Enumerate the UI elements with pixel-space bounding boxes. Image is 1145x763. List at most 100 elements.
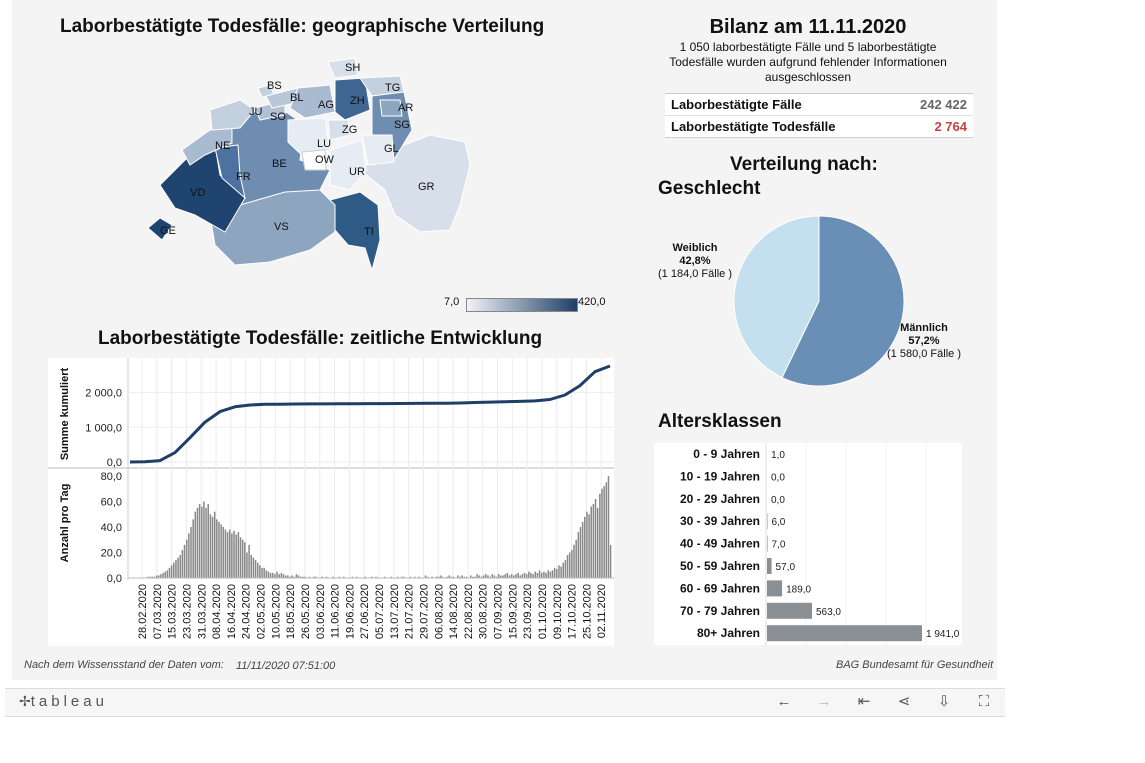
age-value-label: 57,0 bbox=[776, 562, 796, 573]
age-category-label: 60 - 69 Jahren bbox=[680, 581, 760, 595]
daily-bar bbox=[170, 565, 173, 578]
canton-GE[interactable] bbox=[147, 217, 173, 241]
daily-bar bbox=[463, 576, 466, 578]
daily-bar bbox=[474, 576, 476, 578]
canton-SH[interactable] bbox=[327, 57, 359, 79]
daily-bar bbox=[500, 575, 502, 578]
canton-TI[interactable] bbox=[329, 191, 381, 272]
daily-bar bbox=[588, 514, 590, 578]
daily-bar bbox=[338, 576, 341, 578]
age-value-label: 6,0 bbox=[771, 517, 785, 528]
x-tick-label: 19.06.2020 bbox=[344, 584, 356, 639]
daily-bar bbox=[579, 527, 582, 578]
daily-bar bbox=[584, 516, 586, 578]
daily-bar bbox=[568, 552, 571, 578]
age-category-label: 70 - 79 Jahren bbox=[680, 604, 760, 618]
canton-OW[interactable] bbox=[301, 149, 327, 171]
daily-bar bbox=[476, 574, 478, 578]
download-icon[interactable]: ⇩ bbox=[937, 693, 951, 710]
x-tick-label: 22.08.2020 bbox=[463, 584, 475, 639]
revert-icon[interactable]: ⇤ bbox=[857, 693, 871, 710]
canton-JU[interactable] bbox=[209, 99, 256, 131]
summary-title: Bilanz am 11.11.2020 bbox=[709, 16, 907, 38]
male-name: Männlich bbox=[900, 322, 948, 334]
canton-ZG[interactable] bbox=[327, 119, 351, 141]
age-value-label: 563,0 bbox=[816, 607, 841, 618]
map-label-UR: UR bbox=[349, 166, 365, 178]
daily-bar bbox=[401, 576, 403, 578]
daily-bar bbox=[581, 521, 584, 578]
daily-bar bbox=[175, 560, 177, 578]
daily-bar bbox=[295, 574, 298, 578]
daily-bar bbox=[502, 575, 504, 578]
x-tick-label: 27.06.2020 bbox=[359, 584, 371, 639]
daily-bar bbox=[482, 575, 485, 578]
canton-AR[interactable] bbox=[379, 99, 403, 117]
canton-GL[interactable] bbox=[361, 134, 395, 166]
x-tick-label: 09.10.2020 bbox=[552, 584, 564, 639]
daily-bar bbox=[521, 574, 524, 578]
daily-bar bbox=[287, 575, 289, 578]
daily-bar bbox=[162, 572, 164, 578]
daily-bar bbox=[304, 576, 306, 578]
canton-UR[interactable] bbox=[329, 139, 367, 191]
switzerland-map[interactable] bbox=[142, 52, 502, 282]
age-bar-chart[interactable]: 0 - 9 Jahren 1,0 10 - 19 Jahren 0,0 20 - 29 … bbox=[654, 443, 962, 645]
gender-title: Geschlecht bbox=[658, 178, 761, 199]
x-tick-label: 05.07.2020 bbox=[374, 584, 386, 639]
daily-tick-label: 80,0 bbox=[101, 471, 122, 483]
x-tick-label: 21.07.2020 bbox=[404, 584, 416, 639]
daily-bar bbox=[274, 574, 276, 578]
daily-bar bbox=[284, 575, 287, 578]
tableau-logo[interactable]: ✢tableau bbox=[19, 693, 108, 710]
redo-icon[interactable]: → bbox=[816, 693, 832, 710]
daily-bar bbox=[599, 493, 601, 578]
map-label-GL: GL bbox=[384, 143, 399, 155]
daily-bar bbox=[515, 574, 517, 578]
map-label-BS: BS bbox=[267, 80, 282, 92]
daily-bar bbox=[155, 575, 158, 578]
daily-bar bbox=[553, 567, 556, 578]
daily-bar bbox=[487, 575, 489, 578]
daily-bar bbox=[207, 504, 209, 578]
map-label-JU: JU bbox=[249, 106, 263, 118]
daily-bar bbox=[446, 576, 448, 578]
daily-bar bbox=[459, 576, 461, 578]
age-value-label: 1,0 bbox=[771, 450, 785, 461]
daily-bar bbox=[237, 532, 240, 578]
daily-bar bbox=[508, 575, 511, 578]
daily-bar bbox=[160, 574, 162, 578]
daily-bar bbox=[213, 511, 216, 578]
x-tick-label: 02.05.2020 bbox=[256, 584, 268, 639]
age-category-label: 50 - 59 Jahren bbox=[680, 559, 760, 573]
daily-bar bbox=[450, 576, 453, 578]
gender-pie-chart[interactable] bbox=[718, 215, 908, 395]
canton-NE[interactable] bbox=[181, 127, 233, 166]
canton-AG[interactable] bbox=[289, 84, 336, 119]
daily-bar bbox=[558, 565, 560, 578]
undo-icon[interactable]: ← bbox=[776, 693, 792, 710]
map-label-ZH: ZH bbox=[350, 95, 365, 107]
pie-label-male: Männlich 57,2% (1 580,0 Fälle ) bbox=[874, 322, 974, 361]
daily-bar bbox=[299, 576, 302, 578]
daily-bar bbox=[278, 574, 280, 578]
age-bar bbox=[767, 535, 768, 552]
daily-bar bbox=[383, 576, 386, 578]
timeline-chart[interactable]: Summe kumuliert Anzahl pro Tag 0,0 1 000,0 2… bbox=[48, 358, 614, 646]
canton-FR[interactable] bbox=[214, 144, 246, 200]
age-bar bbox=[767, 602, 812, 619]
x-tick-label: 08.04.2020 bbox=[211, 584, 223, 639]
share-icon[interactable]: ⋖ bbox=[897, 693, 911, 710]
daily-bar bbox=[272, 572, 274, 578]
daily-bar bbox=[596, 507, 599, 579]
daily-bar bbox=[573, 544, 575, 578]
daily-bar bbox=[442, 576, 444, 578]
daily-bar bbox=[409, 576, 412, 578]
daily-bar bbox=[547, 570, 549, 578]
fullscreen-icon[interactable]: ⛶ bbox=[978, 693, 990, 710]
daily-bar bbox=[435, 576, 438, 578]
daily-bar bbox=[265, 570, 268, 578]
daily-bar bbox=[517, 572, 519, 578]
x-tick-label: 23.03.2020 bbox=[181, 584, 193, 639]
map-label-AR: AR bbox=[398, 102, 414, 114]
